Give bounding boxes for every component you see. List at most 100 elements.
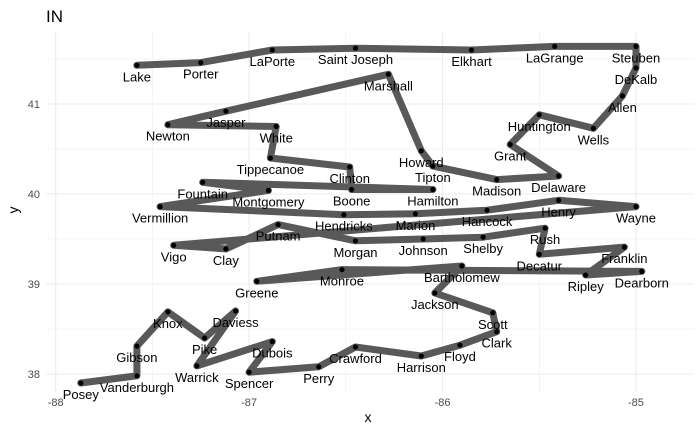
point-label: Dearborn xyxy=(615,275,669,290)
y-tick-label: 41 xyxy=(28,99,40,111)
data-point xyxy=(246,369,252,375)
point-label: Hendricks xyxy=(315,219,373,234)
point-label: LaPorte xyxy=(250,54,296,69)
point-label: DeKalb xyxy=(615,72,658,87)
point-label: Huntington xyxy=(508,119,571,134)
point-label: Crawford xyxy=(329,351,382,366)
point-label: Allen xyxy=(608,100,637,115)
data-point xyxy=(254,278,260,284)
point-label: Dubois xyxy=(252,346,293,361)
data-point xyxy=(468,47,475,53)
point-label: Franklin xyxy=(601,251,647,266)
point-label: Hancock xyxy=(462,214,513,229)
axis-ticks: -88 -87 -86 -85 38 39 40 41 xyxy=(28,99,644,409)
point-label: Harrison xyxy=(397,360,446,375)
data-point xyxy=(555,197,562,203)
data-point xyxy=(552,43,558,50)
point-label: Bartholomew xyxy=(424,270,500,285)
data-point xyxy=(418,148,424,154)
point-label: LaGrange xyxy=(526,50,584,65)
point-label: Morgan xyxy=(333,245,377,260)
data-point xyxy=(157,204,163,210)
data-point xyxy=(273,123,279,130)
point-label: Porter xyxy=(183,67,219,82)
point-label: Decatur xyxy=(516,258,562,273)
data-point xyxy=(583,272,589,278)
x-axis-title: x xyxy=(365,409,372,425)
data-point xyxy=(223,108,229,114)
data-point xyxy=(352,45,359,51)
y-axis-title: y xyxy=(5,207,21,214)
point-label: Fountain xyxy=(177,186,228,201)
data-point xyxy=(430,186,436,193)
data-point xyxy=(430,163,436,169)
data-point xyxy=(352,238,359,244)
data-point xyxy=(621,244,627,250)
point-label: Wayne xyxy=(616,211,656,226)
data-point xyxy=(633,43,639,50)
data-point xyxy=(459,263,465,269)
data-point xyxy=(490,310,496,316)
data-point xyxy=(349,186,355,193)
y-tick-label: 38 xyxy=(28,369,40,381)
data-point xyxy=(347,164,353,170)
data-point xyxy=(134,343,140,349)
data-point xyxy=(316,364,322,370)
data-point xyxy=(265,187,272,193)
point-label: Howard xyxy=(399,155,444,170)
data-point xyxy=(555,173,562,179)
point-label: Johnson xyxy=(399,243,448,258)
point-label: Boone xyxy=(333,194,371,209)
point-label: Posey xyxy=(63,387,100,402)
data-point xyxy=(494,329,500,335)
chart-title: IN xyxy=(46,7,63,26)
data-point xyxy=(134,373,140,379)
point-label: Pike xyxy=(192,342,217,357)
data-point xyxy=(542,225,548,231)
point-label: Spencer xyxy=(225,376,274,391)
data-point xyxy=(412,211,419,217)
point-label: Tippecanoe xyxy=(237,162,304,177)
point-labels: Lake Porter LaPorte Saint Joseph Elkhart LaGr… xyxy=(63,50,669,402)
point-label: Jasper xyxy=(206,115,246,130)
y-tick-label: 39 xyxy=(28,279,40,291)
point-label: Clinton xyxy=(329,171,369,186)
point-label: Daviess xyxy=(212,315,259,330)
point-label: White xyxy=(260,131,293,146)
point-label: Steuben xyxy=(612,50,660,65)
point-label: Saint Joseph xyxy=(318,52,393,67)
data-point xyxy=(633,204,639,210)
data-point xyxy=(232,308,239,314)
x-tick-label: -85 xyxy=(628,397,644,409)
data-point xyxy=(385,71,391,77)
data-point xyxy=(275,222,281,228)
x-tick-label: -88 xyxy=(48,397,64,409)
point-label: Warrick xyxy=(175,370,219,385)
data-point xyxy=(223,246,229,252)
point-label: Greene xyxy=(235,285,278,300)
point-label: Scott xyxy=(478,317,508,332)
data-point xyxy=(480,234,486,240)
point-label: Marshall xyxy=(364,78,413,93)
data-point xyxy=(194,363,200,369)
point-label: Vanderburgh xyxy=(100,380,174,395)
data-points xyxy=(78,43,645,386)
point-label: Monroe xyxy=(320,274,364,289)
plot-area: -88 -87 -86 -85 38 39 40 41 Lake Porter LaPorte Sa… xyxy=(28,32,694,409)
y-tick-label: 40 xyxy=(28,189,40,201)
data-point xyxy=(202,335,208,341)
route-path xyxy=(77,42,646,387)
point-label: Floyd xyxy=(444,349,476,364)
data-point xyxy=(269,47,275,53)
data-point xyxy=(590,125,597,131)
point-label: Perry xyxy=(303,371,335,386)
point-label: Putnam xyxy=(256,229,301,244)
data-point xyxy=(639,268,645,274)
point-label: Vigo xyxy=(161,249,187,264)
data-point xyxy=(432,290,438,296)
data-point xyxy=(352,344,359,350)
point-label: Lake xyxy=(123,69,151,84)
data-point xyxy=(165,309,171,315)
data-point xyxy=(619,93,626,99)
